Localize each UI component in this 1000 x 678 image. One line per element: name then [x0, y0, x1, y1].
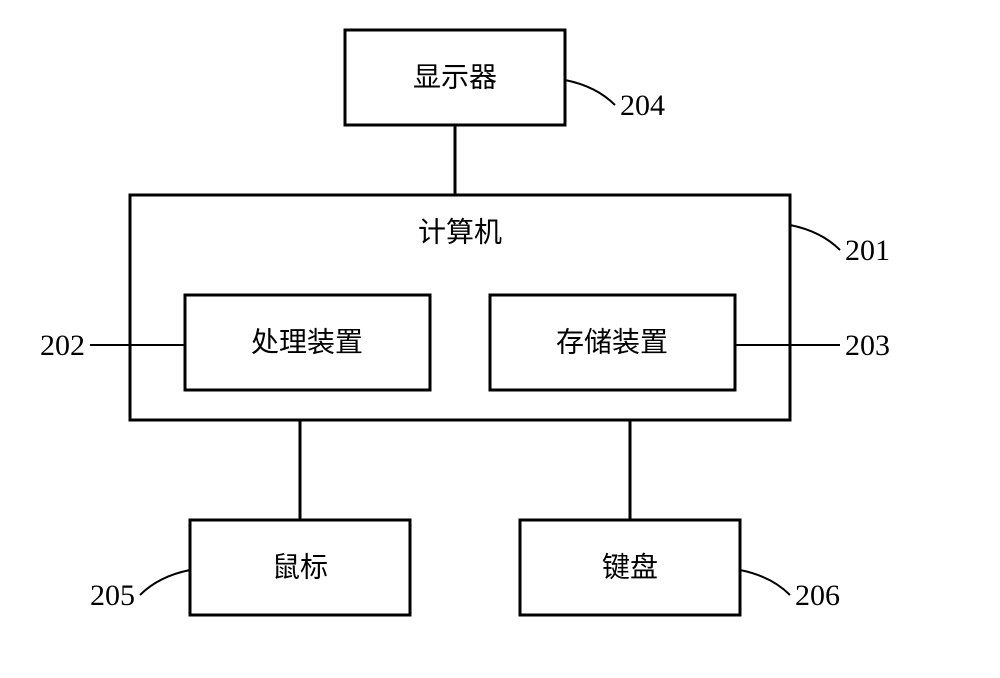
node-display: 显示器: [345, 30, 565, 125]
ref-computer: 201: [845, 234, 890, 267]
node-mouse: 鼠标: [190, 520, 410, 615]
leader-keyboard: [740, 570, 790, 595]
computer-label: 计算机: [418, 216, 502, 248]
node-keyboard: 键盘: [520, 520, 740, 615]
ref-keyboard: 206: [795, 579, 840, 612]
leader-mouse: [140, 570, 190, 595]
edges: [300, 125, 630, 520]
ref-display: 204: [620, 89, 665, 122]
leader-computer: [790, 225, 840, 250]
processor-label: 处理装置: [251, 326, 363, 358]
node-processor: 处理装置: [185, 295, 430, 390]
ref-mouse: 205: [90, 579, 135, 612]
mouse-label: 鼠标: [272, 551, 328, 583]
diagram-canvas: 计算机 处理装置 存储装置 显示器 鼠标 键盘 204 201: [0, 0, 1000, 678]
ref-storage: 203: [845, 329, 890, 362]
ref-processor: 202: [40, 329, 85, 362]
leaders: [90, 80, 840, 595]
leader-display: [565, 80, 615, 105]
keyboard-label: 键盘: [602, 551, 658, 583]
display-label: 显示器: [413, 62, 497, 93]
node-computer: 计算机: [130, 195, 790, 420]
node-storage: 存储装置: [490, 295, 735, 390]
storage-label: 存储装置: [556, 326, 668, 358]
